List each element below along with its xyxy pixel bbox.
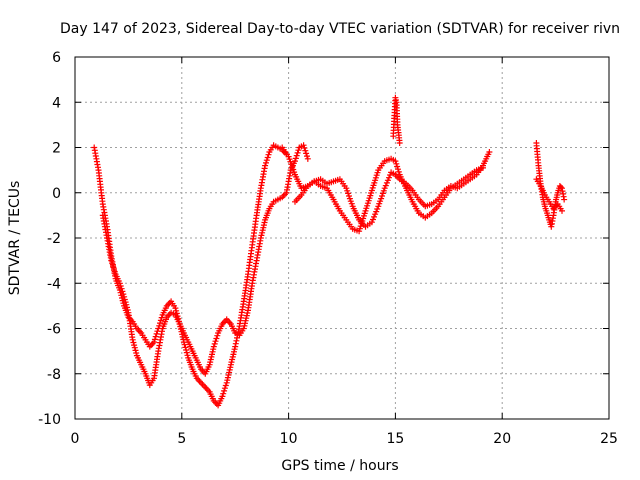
y-tick-label: 4 <box>52 95 61 111</box>
data-point <box>303 150 310 157</box>
data-point <box>221 385 228 392</box>
data-point <box>393 160 400 167</box>
data-point <box>107 252 114 258</box>
data-point <box>371 213 377 220</box>
data-point <box>561 196 568 203</box>
y-tick-label: -8 <box>47 367 61 383</box>
chart-title: Day 147 of 2023, Sidereal Day-to-day VTE… <box>60 21 620 37</box>
data-point <box>292 155 299 162</box>
data-point <box>295 147 302 154</box>
data-point <box>294 149 301 156</box>
data-point <box>395 168 402 175</box>
data-point <box>210 343 217 350</box>
data-point <box>123 301 130 308</box>
x-tick-label: 15 <box>386 431 404 447</box>
data-point <box>172 305 179 312</box>
data-point <box>119 288 126 295</box>
data-point <box>108 257 115 264</box>
y-tick-label: -4 <box>47 276 61 292</box>
data-point <box>111 268 118 275</box>
data-point <box>213 335 220 342</box>
data-point <box>304 153 310 160</box>
data-point <box>557 184 564 191</box>
x-axis: 0 5 10 15 20 25 <box>71 57 618 447</box>
data-point <box>110 263 116 270</box>
series-track-d <box>292 155 486 235</box>
series-track-a <box>91 142 290 409</box>
data-point <box>300 142 307 149</box>
y-tick-label: 0 <box>52 186 61 202</box>
data-point <box>394 163 401 170</box>
data-point <box>395 166 401 173</box>
data-point <box>265 151 272 158</box>
data-marks <box>91 94 568 409</box>
data-point <box>157 317 164 324</box>
data-point <box>151 339 157 346</box>
y-tick-label: -2 <box>47 231 61 247</box>
data-point <box>220 390 227 397</box>
data-point <box>117 283 124 289</box>
grid <box>75 57 609 419</box>
data-point <box>392 158 399 165</box>
data-point <box>548 223 555 230</box>
y-tick-label: -6 <box>47 322 61 338</box>
data-point <box>302 147 309 154</box>
y-tick-label: 2 <box>52 141 61 157</box>
data-point <box>211 340 218 347</box>
data-point <box>212 338 219 345</box>
data-point <box>116 280 123 287</box>
data-point <box>559 207 566 214</box>
data-point <box>118 285 125 292</box>
data-point <box>183 349 190 356</box>
x-axis-label: GPS time / hours <box>281 458 398 474</box>
x-tick-label: 25 <box>600 431 618 447</box>
data-point <box>221 387 228 394</box>
data-point <box>214 332 221 339</box>
data-point <box>382 182 389 189</box>
data-point <box>396 139 403 146</box>
series-spike <box>390 94 403 146</box>
data-point <box>293 152 300 159</box>
data-point <box>91 144 98 151</box>
data-point <box>386 174 392 181</box>
data-point <box>110 265 117 272</box>
data-point <box>157 320 163 327</box>
data-point <box>219 393 226 400</box>
data-point <box>264 154 271 161</box>
series-track-c <box>279 144 493 230</box>
y-axis-label: SDTVAR / TECUs <box>7 181 23 296</box>
x-tick-label: 10 <box>280 431 298 447</box>
data-point <box>151 336 158 343</box>
data-point <box>120 291 127 298</box>
series-track-b <box>99 142 311 389</box>
data-point <box>158 314 165 321</box>
data-point <box>121 293 128 300</box>
data-point <box>152 333 159 340</box>
data-point <box>368 219 375 226</box>
x-tick-label: 20 <box>493 431 511 447</box>
data-point <box>374 206 381 212</box>
data-point <box>304 155 311 162</box>
data-point <box>263 157 270 164</box>
data-point <box>486 149 493 156</box>
y-tick-label: 6 <box>52 50 61 66</box>
series-late-segment-b <box>533 176 566 214</box>
data-point <box>263 159 269 166</box>
y-tick-label: -10 <box>38 412 61 428</box>
x-tick-label: 5 <box>177 431 186 447</box>
data-point <box>262 162 269 169</box>
data-point <box>301 145 308 151</box>
series-late-segment <box>533 140 568 230</box>
data-point <box>129 336 136 343</box>
data-point <box>131 344 138 351</box>
data-point <box>222 382 229 389</box>
data-point <box>124 307 131 313</box>
y-axis: -10 -8 -6 -4 -2 0 2 4 6 <box>38 50 609 428</box>
data-point <box>479 164 486 171</box>
x-tick-label: 0 <box>71 431 80 447</box>
data-point <box>109 260 116 267</box>
